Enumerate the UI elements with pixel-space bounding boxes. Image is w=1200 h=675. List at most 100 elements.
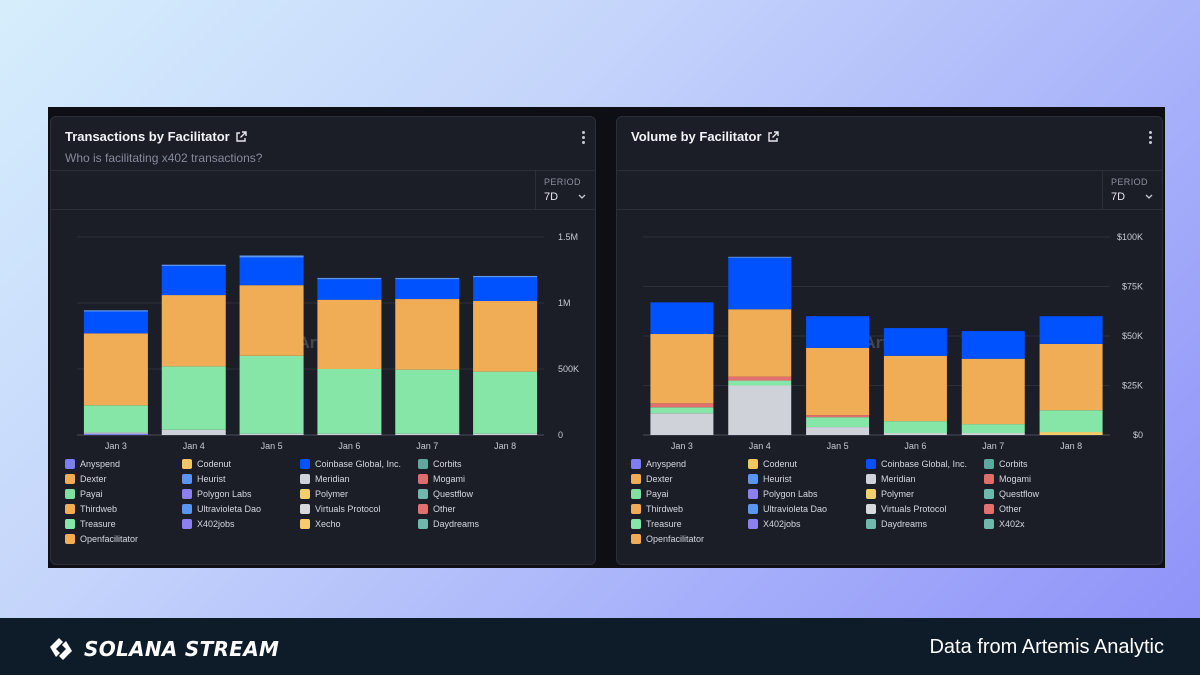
legend-item-openfacilitator[interactable]: Openfacilitator: [631, 534, 704, 544]
legend-item-other[interactable]: Other: [418, 504, 456, 514]
bar-segment-meridian[interactable]: [473, 433, 538, 435]
bar-segment-coinbase-global-inc[interactable]: [239, 257, 304, 286]
bar-segment-heurist[interactable]: [728, 256, 792, 258]
legend-item-daydreams[interactable]: Daydreams: [418, 519, 479, 529]
legend-item-heurist[interactable]: Heurist: [182, 474, 226, 484]
bar-segment-coinbase-global-inc[interactable]: [650, 302, 714, 335]
bar-segment-coinbase-global-inc[interactable]: [317, 279, 382, 300]
bar-segment-meridian[interactable]: [83, 432, 148, 434]
bar-segment-coinbase-global-inc[interactable]: [806, 316, 870, 348]
legend-item-coinbase-global-inc[interactable]: Coinbase Global, Inc.: [300, 459, 401, 469]
bar-segment-dexter[interactable]: [806, 347, 870, 416]
bar-segment-meridian[interactable]: [161, 429, 226, 435]
legend-item-payai[interactable]: Payai: [65, 489, 103, 499]
legend-item-virtuals-protocol[interactable]: Virtuals Protocol: [300, 504, 380, 514]
legend-item-ultravioleta-dao[interactable]: Ultravioleta Dao: [182, 504, 261, 514]
bar-segment-treasure[interactable]: [83, 405, 148, 433]
more-options-icon[interactable]: [579, 130, 587, 146]
bar-segment-heurist[interactable]: [395, 277, 460, 280]
legend-item-codenut[interactable]: Codenut: [748, 459, 797, 469]
bar-segment-coinbase-global-inc[interactable]: [961, 331, 1025, 359]
bar-segment-heurist[interactable]: [317, 277, 382, 280]
legend-item-heurist[interactable]: Heurist: [748, 474, 792, 484]
external-link-icon[interactable]: [767, 130, 779, 143]
external-link-icon[interactable]: [235, 130, 247, 143]
bar-segment-openfacilitator[interactable]: [395, 299, 460, 370]
bar-segment-heurist[interactable]: [473, 275, 538, 278]
legend-item-polymer[interactable]: Polymer: [300, 489, 348, 499]
legend-item-meridian[interactable]: Meridian: [866, 474, 916, 484]
bar-segment-dexter[interactable]: [728, 309, 792, 377]
bar-segment-meridian[interactable]: [395, 433, 460, 435]
legend-item-ultravioleta-dao[interactable]: Ultravioleta Dao: [748, 504, 827, 514]
legend-item-payai[interactable]: Payai: [631, 489, 669, 499]
legend-item-xecho[interactable]: Xecho: [300, 519, 341, 529]
legend-item-dexter[interactable]: Dexter: [631, 474, 673, 484]
bar-segment-dexter[interactable]: [883, 355, 947, 422]
legend-item-corbits[interactable]: Corbits: [418, 459, 462, 469]
bar-segment-heurist[interactable]: [161, 264, 226, 267]
legend-item-other[interactable]: Other: [984, 504, 1022, 514]
more-options-icon[interactable]: [1146, 130, 1154, 146]
legend-item-x402x[interactable]: X402x: [984, 519, 1025, 529]
legend-item-polygon-labs[interactable]: Polygon Labs: [748, 489, 818, 499]
bar-segment-openfacilitator[interactable]: [239, 285, 304, 356]
legend-item-mogami[interactable]: Mogami: [418, 474, 465, 484]
bar-segment-dexter[interactable]: [650, 334, 714, 404]
bar-segment-coinbase-global-inc[interactable]: [473, 277, 538, 302]
bar-segment-meridian[interactable]: [239, 433, 304, 435]
legend-item-questflow[interactable]: Questflow: [418, 489, 473, 499]
bar-segment-openfacilitator[interactable]: [473, 301, 538, 372]
legend-item-anyspend[interactable]: Anyspend: [65, 459, 120, 469]
bar-segment-openfacilitator[interactable]: [83, 333, 148, 406]
legend-item-mogami[interactable]: Mogami: [984, 474, 1031, 484]
legend-item-daydreams[interactable]: Daydreams: [866, 519, 927, 529]
bar-segment-treasure[interactable]: [728, 380, 792, 386]
period-select[interactable]: PERIOD 7D: [535, 171, 595, 210]
legend-item-treasure[interactable]: Treasure: [631, 519, 682, 529]
legend-item-coinbase-global-inc[interactable]: Coinbase Global, Inc.: [866, 459, 967, 469]
bar-segment-treasure[interactable]: [395, 369, 460, 434]
bar-segment-treasure[interactable]: [1039, 410, 1103, 433]
bar-segment-treasure[interactable]: [239, 355, 304, 434]
bar-segment-other[interactable]: [728, 376, 792, 381]
bar-segment-dexter[interactable]: [1039, 343, 1103, 411]
bar-segment-treasure[interactable]: [317, 369, 382, 434]
bar-segment-openfacilitator[interactable]: [317, 299, 382, 369]
bar-segment-coinbase-global-inc[interactable]: [883, 328, 947, 356]
bar-segment-treasure[interactable]: [806, 417, 870, 428]
legend-item-codenut[interactable]: Codenut: [182, 459, 231, 469]
bar-segment-meridian[interactable]: [728, 385, 792, 436]
legend-item-thirdweb[interactable]: Thirdweb: [65, 504, 117, 514]
bar-segment-coinbase-global-inc[interactable]: [395, 279, 460, 300]
bar-segment-treasure[interactable]: [961, 424, 1025, 434]
bar-segment-heurist[interactable]: [83, 310, 148, 312]
bar-segment-meridian[interactable]: [650, 413, 714, 435]
legend-item-anyspend[interactable]: Anyspend: [631, 459, 686, 469]
legend-item-corbits[interactable]: Corbits: [984, 459, 1028, 469]
legend-item-x402jobs[interactable]: X402jobs: [748, 519, 801, 529]
bar-segment-anyspend[interactable]: [83, 433, 148, 435]
bar-segment-coinbase-global-inc[interactable]: [161, 266, 226, 296]
bar-segment-treasure[interactable]: [650, 407, 714, 414]
bar-segment-meridian[interactable]: [806, 427, 870, 435]
bar-segment-openfacilitator[interactable]: [161, 295, 226, 367]
bar-segment-treasure[interactable]: [161, 366, 226, 430]
legend-item-thirdweb[interactable]: Thirdweb: [631, 504, 683, 514]
volume-title[interactable]: Volume by Facilitator: [631, 129, 779, 144]
bar-segment-heurist[interactable]: [239, 255, 304, 258]
bar-segment-treasure[interactable]: [883, 421, 947, 434]
legend-item-questflow[interactable]: Questflow: [984, 489, 1039, 499]
legend-item-x402jobs[interactable]: X402jobs: [182, 519, 235, 529]
bar-segment-other[interactable]: [806, 415, 870, 418]
legend-item-openfacilitator[interactable]: Openfacilitator: [65, 534, 138, 544]
bar-segment-meridian[interactable]: [883, 433, 947, 435]
bar-segment-coinbase-global-inc[interactable]: [728, 257, 792, 310]
bar-segment-coinbase-global-inc[interactable]: [83, 311, 148, 334]
bar-segment-coinbase-global-inc[interactable]: [1039, 316, 1103, 344]
bar-segment-meridian[interactable]: [961, 433, 1025, 435]
legend-item-treasure[interactable]: Treasure: [65, 519, 116, 529]
legend-item-polygon-labs[interactable]: Polygon Labs: [182, 489, 252, 499]
bar-segment-other[interactable]: [650, 403, 714, 408]
legend-item-virtuals-protocol[interactable]: Virtuals Protocol: [866, 504, 946, 514]
